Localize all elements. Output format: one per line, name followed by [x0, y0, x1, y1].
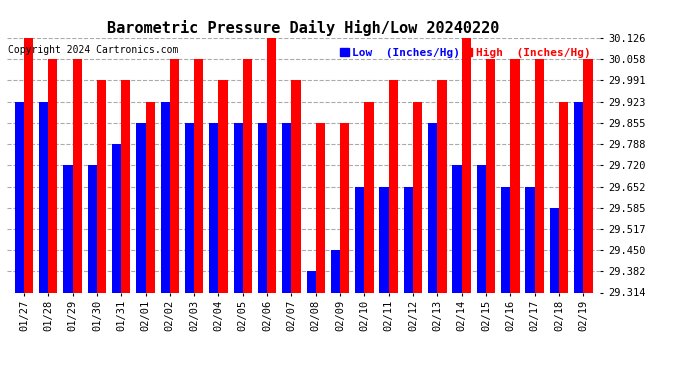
Bar: [477, 165, 486, 292]
Bar: [137, 123, 146, 292]
Bar: [550, 208, 559, 292]
Bar: [462, 38, 471, 292]
Bar: [39, 102, 48, 292]
Bar: [112, 144, 121, 292]
Bar: [428, 123, 437, 292]
Bar: [97, 80, 106, 292]
Bar: [48, 59, 57, 292]
Bar: [233, 123, 243, 292]
Bar: [364, 102, 374, 292]
Bar: [453, 165, 462, 292]
Bar: [486, 59, 495, 292]
Bar: [243, 59, 252, 292]
Bar: [511, 59, 520, 292]
Bar: [219, 80, 228, 292]
Bar: [121, 80, 130, 292]
Bar: [14, 102, 24, 292]
Bar: [282, 123, 291, 292]
Bar: [583, 59, 593, 292]
Bar: [340, 123, 349, 292]
Text: Copyright 2024 Cartronics.com: Copyright 2024 Cartronics.com: [8, 45, 179, 55]
Bar: [63, 165, 72, 292]
Bar: [525, 187, 535, 292]
Bar: [291, 80, 301, 292]
Bar: [267, 38, 277, 292]
Bar: [535, 59, 544, 292]
Bar: [306, 271, 316, 292]
Bar: [258, 123, 267, 292]
Bar: [170, 59, 179, 292]
Bar: [194, 59, 204, 292]
Bar: [501, 187, 511, 292]
Bar: [185, 123, 194, 292]
Bar: [24, 38, 33, 292]
Bar: [161, 102, 170, 292]
Bar: [316, 123, 325, 292]
Title: Barometric Pressure Daily High/Low 20240220: Barometric Pressure Daily High/Low 20240…: [108, 20, 500, 36]
Bar: [355, 187, 364, 292]
Bar: [574, 102, 583, 292]
Bar: [331, 250, 340, 292]
Bar: [559, 102, 568, 292]
Bar: [72, 59, 82, 292]
Bar: [209, 123, 219, 292]
Bar: [88, 165, 97, 292]
Bar: [388, 80, 398, 292]
Bar: [437, 80, 446, 292]
Bar: [404, 187, 413, 292]
Bar: [413, 102, 422, 292]
Bar: [380, 187, 388, 292]
Bar: [146, 102, 155, 292]
Legend: Low  (Inches/Hg), High  (Inches/Hg): Low (Inches/Hg), High (Inches/Hg): [335, 43, 595, 62]
